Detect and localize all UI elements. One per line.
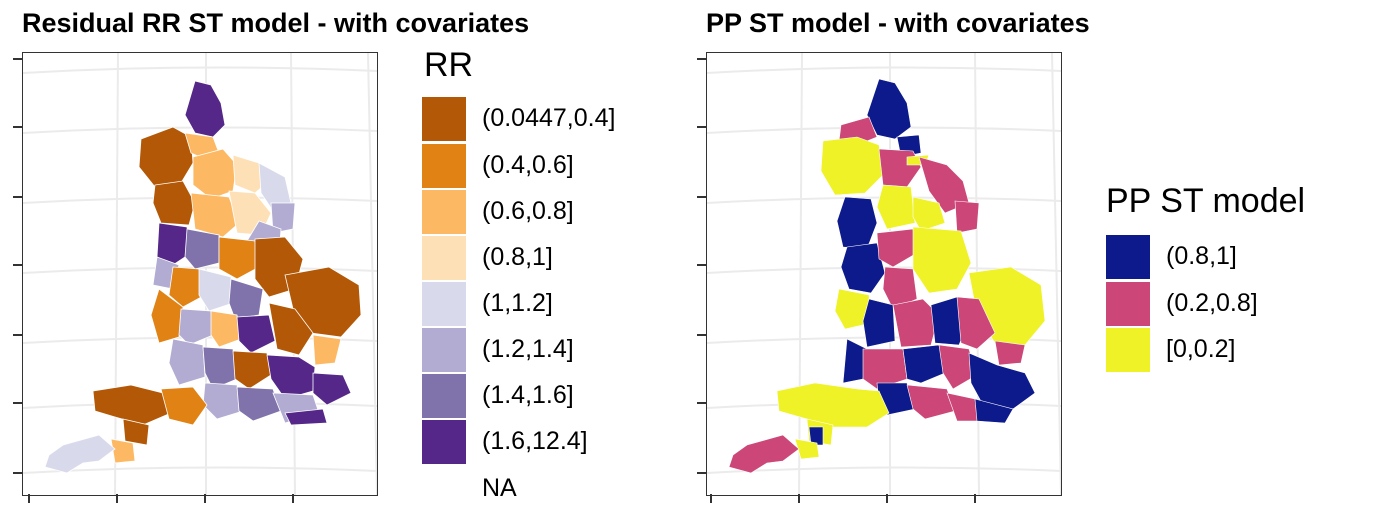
left-legend-key <box>422 420 466 464</box>
right-legend-title: PP ST model <box>1106 182 1306 220</box>
left-legend-label: (0.0447,0.4] <box>482 104 616 132</box>
right-xaxis-tick <box>798 494 800 503</box>
right-regions <box>728 78 1046 474</box>
left-yaxis-tick <box>13 264 22 266</box>
left-yaxis-tick <box>13 196 22 198</box>
left-legend-label: (1.4,1.6] <box>482 381 574 409</box>
left-yaxis-tick <box>13 334 22 336</box>
left-legend-na-label: NA <box>482 474 517 502</box>
right-yaxis-tick <box>697 126 706 128</box>
left-legend-key <box>422 190 466 234</box>
left-legend-label: (0.6,0.8] <box>482 197 574 225</box>
left-legend-label: (1,1.2] <box>482 289 553 317</box>
left-legend-key <box>422 97 466 141</box>
right-legend-key <box>1106 328 1150 372</box>
right-yaxis-tick <box>697 334 706 336</box>
right-yaxis-tick <box>697 264 706 266</box>
left-legend-title: RR <box>424 46 474 84</box>
right-legend-label: (0.8,1] <box>1166 242 1237 270</box>
left-xaxis-tick <box>116 494 118 503</box>
left-legend-label: (1.2,1.4] <box>482 335 574 363</box>
left-regions <box>44 80 362 474</box>
left-legend-key <box>422 144 466 188</box>
left-legend-label: (0.8,1] <box>482 243 553 271</box>
right-legend-label: (0.2,0.8] <box>1166 289 1258 317</box>
right-legend-key <box>1106 282 1150 326</box>
right-map-panel <box>706 52 1062 496</box>
right-yaxis-tick <box>697 58 706 60</box>
right-yaxis-tick <box>697 472 706 474</box>
left-map-title: Residual RR ST model - with covariates <box>22 8 530 38</box>
left-xaxis-tick <box>204 494 206 503</box>
right-legend-key <box>1106 235 1150 279</box>
right-xaxis-tick <box>710 494 712 503</box>
right-yaxis-tick <box>697 402 706 404</box>
right-map-svg <box>707 53 1061 495</box>
left-legend-key <box>422 328 466 372</box>
right-xaxis-tick <box>974 494 976 503</box>
left-xaxis-tick <box>28 494 30 503</box>
right-yaxis-tick <box>697 196 706 198</box>
right-map-title: PP ST model - with covariates <box>706 8 1090 38</box>
left-yaxis-tick <box>13 472 22 474</box>
left-legend-key <box>422 374 466 418</box>
left-legend-key <box>422 236 466 280</box>
left-yaxis-tick <box>13 58 22 60</box>
left-legend-key <box>422 282 466 326</box>
left-xaxis-tick <box>292 494 294 503</box>
left-yaxis-tick <box>13 402 22 404</box>
left-map-svg <box>23 53 377 495</box>
left-legend-label: (0.4,0.6] <box>482 151 574 179</box>
left-yaxis-tick <box>13 126 22 128</box>
left-legend-label: (1.6,12.4] <box>482 427 588 455</box>
right-legend-label: [0,0.2] <box>1166 335 1236 363</box>
left-map-panel <box>22 52 378 496</box>
right-xaxis-tick <box>886 494 888 503</box>
